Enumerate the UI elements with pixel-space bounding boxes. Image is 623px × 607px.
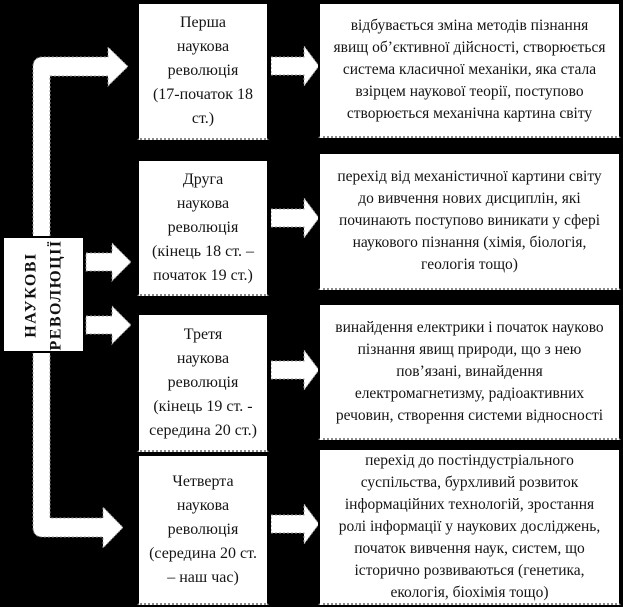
block-arrow-right-icon (271, 198, 319, 238)
block-arrow-right-icon (271, 46, 319, 86)
category-title: НАУКОВІ РЕВОЛЮЦІЇ (19, 239, 69, 350)
elbow-arrow-bottom-icon (32, 351, 124, 550)
elbow-arrow-top-icon (32, 45, 129, 239)
description-box-second-revolution: перехід від механістичної картини світу … (318, 152, 621, 290)
stage-box-fourth-revolution: Четверта наукова революція (середина 20 … (137, 454, 269, 605)
description-text: відбувається зміна методів пізнання явищ… (333, 17, 606, 122)
straight-arrow-second-icon (85, 241, 132, 283)
description-box-first-revolution: відбувається зміна методів пізнання явищ… (318, 2, 621, 138)
stage-box-first-revolution: Перша наукова революція (17-початок 18 с… (137, 2, 269, 140)
category-title-line2: РЕВОЛЮЦІЇ (47, 238, 65, 351)
stage-label: Друга наукова революція (кінець 18 ст. –… (152, 170, 254, 284)
category-title-line1: НАУКОВІ (22, 251, 40, 338)
description-text: перехід від механістичної картини світу … (337, 168, 602, 273)
category-box: НАУКОВІ РЕВОЛЮЦІЇ (2, 236, 85, 353)
stage-label: Третя наукова революція (кінець 19 ст. -… (149, 325, 257, 439)
description-text: винайдення електрики і початок науково п… (335, 318, 604, 424)
block-arrow-right-icon (271, 350, 319, 390)
description-text: перехід до постіндустріального суспільст… (338, 451, 601, 601)
block-arrow-right-icon (271, 504, 319, 544)
stage-label: Перша наукова революція (17-початок 18 с… (152, 14, 254, 127)
stage-box-third-revolution: Третя наукова революція (кінець 19 ст. -… (137, 313, 269, 452)
straight-arrow-third-icon (85, 304, 132, 346)
description-box-third-revolution: винайдення електрики і початок науково п… (318, 303, 621, 440)
stage-label: Четверта наукова революція (середина 20 … (149, 472, 257, 586)
description-box-fourth-revolution: перехід до постіндустріального суспільст… (318, 448, 621, 605)
stage-box-second-revolution: Друга наукова революція (кінець 18 ст. –… (137, 159, 269, 296)
